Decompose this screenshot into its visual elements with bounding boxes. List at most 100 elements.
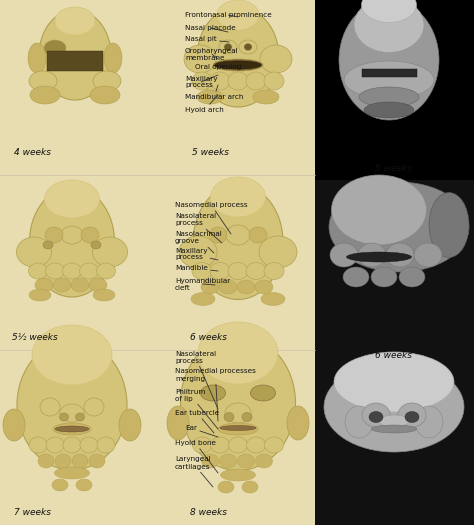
- Ellipse shape: [97, 263, 116, 279]
- Ellipse shape: [63, 263, 82, 279]
- Text: 5 weeks: 5 weeks: [375, 164, 412, 173]
- Ellipse shape: [179, 236, 217, 268]
- Ellipse shape: [228, 262, 248, 279]
- Ellipse shape: [213, 59, 263, 71]
- Ellipse shape: [30, 86, 60, 104]
- Ellipse shape: [80, 263, 99, 279]
- Ellipse shape: [55, 467, 90, 479]
- Ellipse shape: [414, 243, 442, 267]
- Ellipse shape: [287, 406, 309, 440]
- Text: Hyoid arch: Hyoid arch: [185, 95, 224, 113]
- Ellipse shape: [246, 437, 265, 453]
- Bar: [315, 180, 474, 365]
- Ellipse shape: [40, 398, 60, 416]
- Ellipse shape: [192, 437, 211, 453]
- Bar: [47, 51, 103, 71]
- Text: Mandible: Mandible: [175, 265, 218, 271]
- Text: 6 weeks: 6 weeks: [190, 333, 227, 342]
- Ellipse shape: [92, 237, 128, 267]
- Bar: [0, 350, 315, 525]
- Text: Nasolacrimal
groove: Nasolacrimal groove: [175, 232, 222, 253]
- Ellipse shape: [45, 180, 100, 218]
- Ellipse shape: [226, 225, 250, 245]
- Ellipse shape: [249, 227, 267, 243]
- Text: Maxillary
process: Maxillary process: [175, 247, 218, 260]
- Ellipse shape: [55, 454, 71, 468]
- Ellipse shape: [369, 412, 383, 423]
- Ellipse shape: [364, 102, 414, 118]
- Ellipse shape: [60, 404, 84, 422]
- Ellipse shape: [386, 243, 414, 267]
- Ellipse shape: [242, 413, 252, 422]
- Ellipse shape: [91, 241, 101, 249]
- Ellipse shape: [219, 40, 237, 54]
- Ellipse shape: [191, 292, 215, 306]
- Text: Philtrum
of lip: Philtrum of lip: [175, 388, 218, 429]
- Text: Nasolateral
process: Nasolateral process: [175, 214, 222, 243]
- Ellipse shape: [39, 10, 111, 100]
- Ellipse shape: [429, 193, 469, 257]
- Ellipse shape: [362, 403, 390, 427]
- Bar: [362, 69, 417, 77]
- Ellipse shape: [329, 182, 469, 272]
- Ellipse shape: [17, 340, 127, 470]
- Ellipse shape: [119, 409, 141, 441]
- Ellipse shape: [264, 262, 284, 279]
- Ellipse shape: [52, 479, 68, 491]
- Ellipse shape: [220, 425, 256, 430]
- Ellipse shape: [246, 72, 266, 90]
- Text: Hyoid bone: Hyoid bone: [175, 440, 218, 473]
- Ellipse shape: [63, 437, 81, 453]
- Ellipse shape: [43, 241, 53, 249]
- Ellipse shape: [201, 385, 226, 401]
- Ellipse shape: [372, 425, 417, 433]
- Ellipse shape: [76, 479, 92, 491]
- Ellipse shape: [237, 454, 255, 468]
- Bar: [315, 0, 474, 180]
- Ellipse shape: [358, 243, 386, 267]
- Ellipse shape: [218, 481, 234, 493]
- Ellipse shape: [71, 278, 89, 292]
- Ellipse shape: [224, 44, 232, 50]
- Ellipse shape: [250, 385, 275, 401]
- Ellipse shape: [181, 335, 295, 470]
- Ellipse shape: [97, 437, 115, 453]
- Ellipse shape: [362, 0, 417, 23]
- Ellipse shape: [239, 40, 257, 54]
- Ellipse shape: [264, 437, 283, 453]
- Ellipse shape: [345, 406, 373, 438]
- Ellipse shape: [72, 454, 88, 468]
- Ellipse shape: [80, 437, 98, 453]
- Ellipse shape: [17, 237, 52, 267]
- Ellipse shape: [215, 61, 261, 69]
- Ellipse shape: [35, 278, 53, 292]
- Ellipse shape: [60, 413, 69, 421]
- Ellipse shape: [242, 481, 258, 493]
- Ellipse shape: [46, 263, 64, 279]
- Text: Nasomedial processes
merging: Nasomedial processes merging: [175, 369, 256, 421]
- Ellipse shape: [344, 61, 434, 99]
- Ellipse shape: [354, 0, 424, 52]
- Ellipse shape: [29, 289, 51, 301]
- Ellipse shape: [210, 262, 230, 279]
- Ellipse shape: [260, 45, 292, 73]
- Ellipse shape: [197, 7, 279, 107]
- Ellipse shape: [371, 267, 397, 287]
- Ellipse shape: [29, 437, 47, 453]
- Ellipse shape: [53, 423, 91, 435]
- Ellipse shape: [29, 71, 57, 91]
- Ellipse shape: [75, 413, 84, 421]
- Bar: [0, 0, 315, 175]
- Text: Nasal placode: Nasal placode: [185, 25, 236, 32]
- Ellipse shape: [192, 72, 212, 90]
- Ellipse shape: [29, 187, 115, 297]
- Ellipse shape: [339, 0, 439, 120]
- Ellipse shape: [219, 280, 237, 294]
- Ellipse shape: [197, 90, 223, 104]
- Ellipse shape: [359, 87, 419, 107]
- Ellipse shape: [45, 227, 63, 243]
- Ellipse shape: [28, 263, 47, 279]
- Ellipse shape: [330, 243, 358, 267]
- Ellipse shape: [255, 280, 273, 294]
- Ellipse shape: [246, 262, 266, 279]
